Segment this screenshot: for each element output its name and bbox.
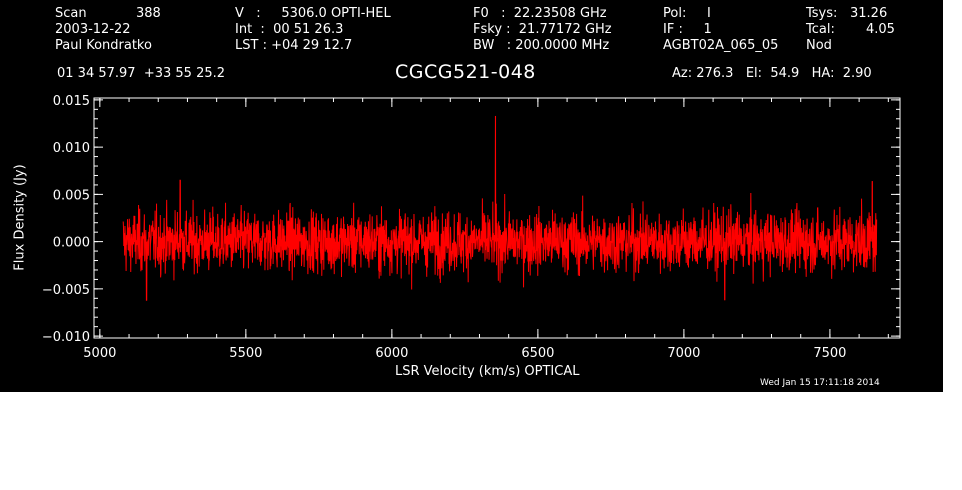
tcal-value: 4.05	[866, 22, 895, 37]
tcal-label: Tcal:	[806, 22, 835, 37]
source-coordinates: 01 34 57.97 +33 55 25.2	[57, 66, 226, 81]
bandwidth-readout: BW : 200.0000 MHz	[473, 38, 610, 53]
plot-frame	[93, 97, 901, 339]
polarization-readout: Pol: I	[663, 6, 711, 21]
y-tick-label: −0.005	[42, 283, 90, 298]
y-tick-label: −0.010	[42, 330, 90, 345]
x-tick-label: 7500	[813, 346, 846, 361]
project-id: AGBT02A_065_05	[663, 38, 779, 53]
x-tick-label: 5500	[229, 346, 262, 361]
if-readout: IF : 1	[663, 22, 712, 37]
y-axis: −0.010 −0.005 0.000 0.005 0.010 0.015	[42, 94, 900, 345]
y-tick-label: 0.000	[53, 236, 90, 251]
integration-readout: Int : 00 51 26.3	[235, 22, 344, 37]
x-axis-label: LSR Velocity (km/s) OPTICAL	[395, 364, 580, 379]
observing-mode: Nod	[806, 38, 832, 53]
scan-label: Scan	[55, 6, 87, 21]
spectrum-chart: −0.010 −0.005 0.000 0.005 0.010 0.015 5000 550…	[42, 94, 901, 361]
sky-frequency-readout: Fsky : 21.77172 GHz	[473, 22, 612, 37]
rest-frequency-readout: F0 : 22.23508 GHz	[473, 6, 607, 21]
observation-date: 2003-12-22	[55, 22, 131, 37]
y-axis-label: Flux Density (Jy)	[12, 164, 28, 271]
x-tick-label: 6500	[521, 346, 554, 361]
y-tick-label: 0.010	[53, 141, 90, 156]
spectrum-features	[146, 115, 873, 301]
tsys-label: Tsys:	[806, 6, 838, 21]
spectrum-trace	[122, 115, 878, 301]
az-el-ha-readout: Az: 276.3 El: 54.9 HA: 2.90	[672, 66, 872, 81]
x-tick-label: 5000	[83, 346, 116, 361]
lst-readout: LST : +04 29 12.7	[235, 38, 353, 53]
plot-panel: Scan 388 2003-12-22 Paul Kondratko V : 5…	[0, 0, 943, 392]
y-tick-label: 0.005	[53, 188, 90, 203]
observer-name: Paul Kondratko	[55, 38, 152, 53]
y-tick-label: 0.015	[53, 94, 90, 109]
x-tick-label: 7000	[667, 346, 700, 361]
plot-timestamp: Wed Jan 15 17:11:18 2014	[760, 378, 880, 388]
source-name: CGCG521-048	[395, 61, 536, 83]
x-tick-label: 6000	[375, 346, 408, 361]
scan-number: 388	[136, 6, 161, 21]
x-axis: 5000 5500 6000 6500 7000 7500	[83, 98, 889, 361]
velocity-readout: V : 5306.0 OPTI-HEL	[235, 6, 391, 21]
tsys-value: 31.26	[850, 6, 888, 21]
